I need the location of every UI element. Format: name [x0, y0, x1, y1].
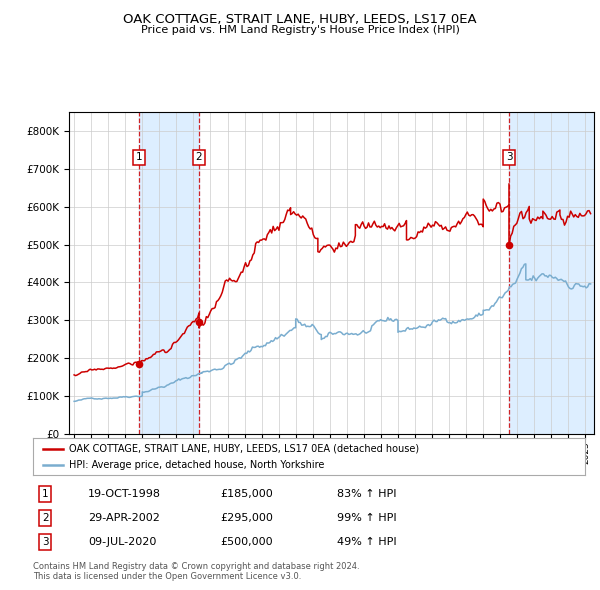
Text: 99% ↑ HPI: 99% ↑ HPI — [337, 513, 396, 523]
Text: 1: 1 — [42, 489, 49, 499]
Text: £295,000: £295,000 — [221, 513, 274, 523]
Text: 3: 3 — [42, 537, 49, 546]
Text: OAK COTTAGE, STRAIT LANE, HUBY, LEEDS, LS17 0EA (detached house): OAK COTTAGE, STRAIT LANE, HUBY, LEEDS, L… — [69, 444, 419, 454]
Text: £185,000: £185,000 — [221, 489, 274, 499]
Text: £500,000: £500,000 — [221, 537, 274, 546]
Text: 29-APR-2002: 29-APR-2002 — [88, 513, 160, 523]
Bar — [509, 112, 594, 434]
Text: OAK COTTAGE, STRAIT LANE, HUBY, LEEDS, LS17 0EA: OAK COTTAGE, STRAIT LANE, HUBY, LEEDS, L… — [123, 13, 477, 26]
Text: HPI: Average price, detached house, North Yorkshire: HPI: Average price, detached house, Nort… — [69, 460, 324, 470]
Text: 3: 3 — [506, 152, 512, 162]
Text: 19-OCT-1998: 19-OCT-1998 — [88, 489, 161, 499]
Text: 1: 1 — [136, 152, 142, 162]
Text: Contains HM Land Registry data © Crown copyright and database right 2024.: Contains HM Land Registry data © Crown c… — [33, 562, 359, 571]
Text: 49% ↑ HPI: 49% ↑ HPI — [337, 537, 396, 546]
Text: 2: 2 — [196, 152, 202, 162]
Text: Price paid vs. HM Land Registry's House Price Index (HPI): Price paid vs. HM Land Registry's House … — [140, 25, 460, 35]
Text: This data is licensed under the Open Government Licence v3.0.: This data is licensed under the Open Gov… — [33, 572, 301, 581]
Bar — [139, 112, 199, 434]
Text: 2: 2 — [42, 513, 49, 523]
Text: 09-JUL-2020: 09-JUL-2020 — [88, 537, 157, 546]
Text: 83% ↑ HPI: 83% ↑ HPI — [337, 489, 396, 499]
